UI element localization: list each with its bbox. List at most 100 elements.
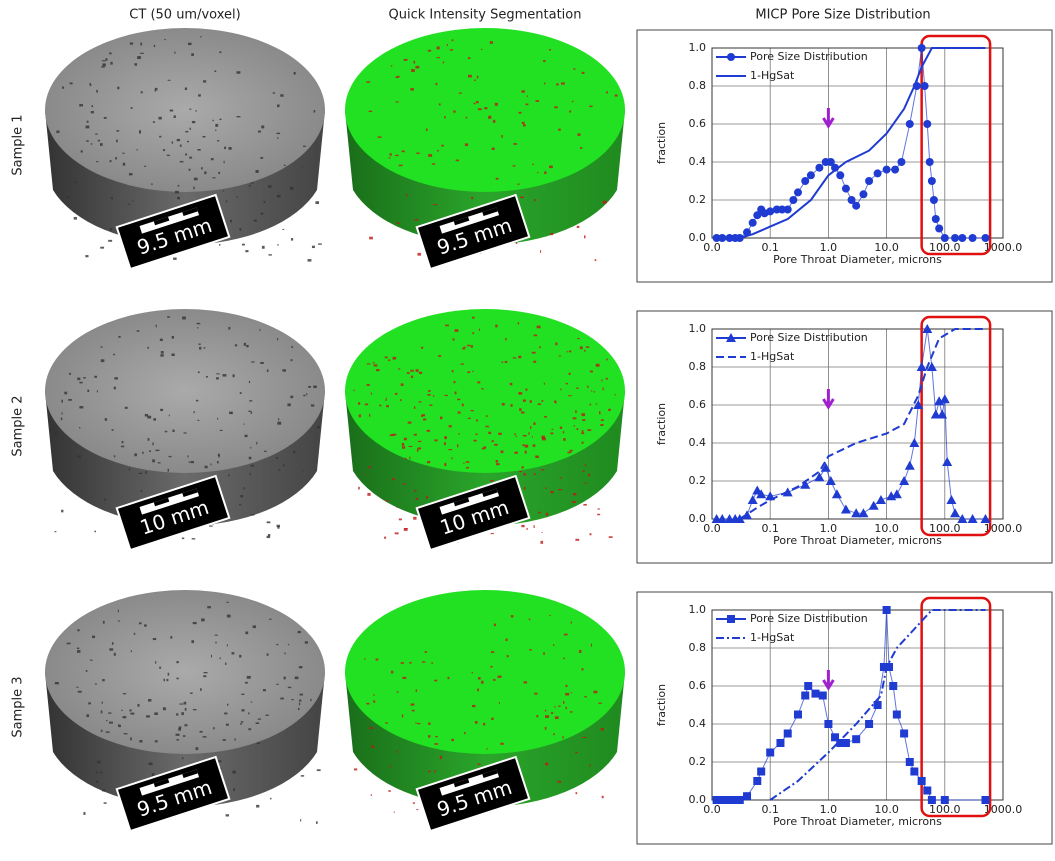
speckle: [311, 404, 314, 406]
marker: [789, 196, 797, 204]
speckle: [365, 404, 368, 406]
speckle: [160, 339, 163, 341]
marker: [889, 682, 897, 690]
speckle: [164, 679, 165, 682]
speckle: [145, 414, 148, 417]
speckle: [593, 691, 597, 693]
speckle: [74, 217, 77, 220]
speckle: [168, 673, 170, 676]
speckle: [262, 246, 265, 249]
marker: [794, 711, 802, 719]
speckle: [130, 713, 134, 715]
speckle: [417, 253, 421, 256]
marker: [766, 749, 774, 757]
speckle: [148, 438, 150, 441]
speckle: [55, 531, 57, 532]
speckle: [495, 103, 498, 106]
speckle: [378, 136, 382, 137]
speckle: [189, 109, 191, 110]
y-tick-label: 0.4: [689, 717, 707, 730]
speckle: [56, 131, 59, 134]
speckle: [76, 687, 78, 688]
speckle: [454, 381, 456, 383]
speckle: [69, 373, 71, 375]
speckle: [306, 393, 307, 395]
speckle: [457, 444, 458, 447]
speckle: [525, 104, 528, 106]
speckle: [416, 809, 418, 810]
speckle: [502, 362, 504, 363]
speckle: [153, 418, 156, 420]
speckle: [458, 433, 459, 434]
speckle: [103, 621, 105, 624]
speckle: [295, 677, 299, 680]
speckle: [159, 667, 161, 669]
speckle: [251, 183, 254, 184]
marker: [918, 44, 926, 52]
speckle: [163, 149, 165, 151]
speckle: [214, 71, 216, 73]
speckle: [288, 687, 291, 688]
speckle: [137, 56, 141, 59]
speckle: [434, 770, 436, 772]
speckle: [74, 182, 77, 184]
speckle: [551, 712, 553, 714]
speckle: [564, 634, 568, 636]
y-axis-label: fraction: [655, 403, 668, 445]
speckle: [391, 65, 392, 66]
speckle: [419, 372, 422, 374]
speckle: [54, 177, 55, 179]
speckle: [563, 438, 565, 441]
marker: [958, 234, 966, 242]
speckle: [220, 430, 223, 431]
speckle: [481, 388, 483, 389]
marker: [852, 202, 860, 210]
speckle: [55, 682, 59, 684]
speckle: [493, 120, 495, 123]
speckle: [471, 345, 473, 348]
speckle: [181, 712, 183, 715]
speckle: [168, 469, 169, 472]
speckle: [268, 254, 271, 255]
marker: [776, 739, 784, 747]
speckle: [583, 737, 587, 738]
speckle: [517, 184, 519, 185]
speckle: [601, 419, 604, 421]
speckle: [237, 116, 241, 117]
speckle: [239, 504, 241, 505]
speckle: [303, 470, 304, 471]
speckle: [264, 201, 266, 203]
speckle: [549, 49, 551, 50]
speckle: [511, 615, 513, 617]
speckle: [86, 714, 89, 717]
speckle: [452, 39, 454, 41]
speckle: [183, 735, 185, 737]
speckle: [115, 157, 117, 159]
speckle: [245, 250, 248, 252]
speckle: [440, 756, 442, 759]
column-header: CT (50 um/voxel): [129, 8, 240, 23]
speckle: [192, 538, 196, 539]
speckle: [472, 672, 473, 673]
speckle: [240, 495, 243, 497]
legend-label: Pore Size Distribution: [750, 50, 868, 63]
speckle: [318, 243, 322, 244]
speckle: [68, 399, 72, 401]
speckle: [486, 748, 487, 749]
speckle: [300, 819, 301, 822]
speckle: [267, 369, 269, 372]
marker: [807, 171, 815, 179]
speckle: [94, 376, 97, 378]
speckle: [160, 354, 163, 356]
speckle: [242, 244, 245, 246]
speckle: [353, 390, 354, 392]
speckle: [427, 394, 431, 395]
speckle: [313, 386, 316, 389]
speckle: [402, 151, 405, 153]
marker: [969, 234, 977, 242]
speckle: [597, 514, 600, 515]
speckle: [584, 235, 586, 238]
speckle: [134, 633, 135, 635]
speckle: [96, 781, 99, 783]
speckle: [468, 418, 471, 419]
